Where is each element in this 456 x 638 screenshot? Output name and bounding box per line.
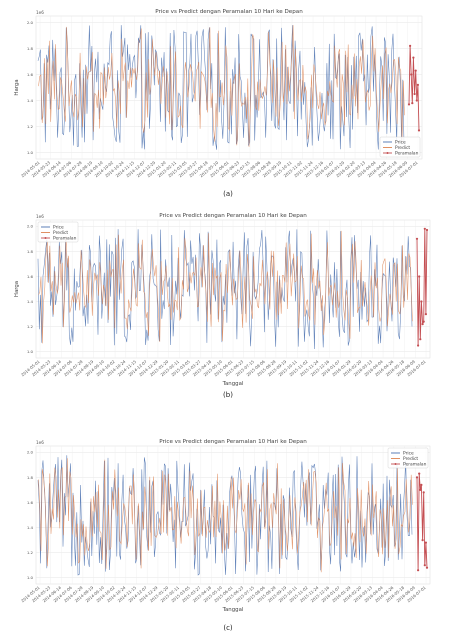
peramalan-point [411, 102, 414, 105]
peramalan-point [418, 472, 421, 475]
y-tick-label: 1.6 [27, 500, 34, 505]
legend-label: Price [395, 140, 406, 146]
peramalan-point [421, 539, 424, 542]
caption-c: (c) [223, 624, 233, 632]
y-tick-label: 1.0 [27, 150, 34, 155]
peramalan-point [424, 541, 427, 544]
legend-label: Predict [395, 145, 410, 151]
legend-label: Predict [403, 456, 418, 462]
chart-title: Price vs Predict dengan Peramalan 10 Har… [159, 213, 307, 219]
legend-marker [44, 237, 47, 239]
y-tick-label: 1.4 [27, 299, 34, 304]
peramalan-point [422, 320, 425, 323]
series-price-line [37, 229, 413, 350]
chart-title: Price vs Predict dengan Peramalan 10 Har… [159, 439, 307, 445]
peramalan-point [422, 491, 425, 494]
peramalan-point [423, 564, 426, 567]
y-tick-label: 1.6 [27, 274, 34, 279]
y-tick-label: 2.0 [27, 224, 34, 229]
y-tick-label: 2.0 [27, 450, 34, 455]
legend-label: Predict [53, 230, 68, 236]
series-peramalan-line [408, 45, 420, 131]
legend-marker [386, 152, 389, 154]
peramalan-point [414, 69, 417, 72]
y-axis-label: Harga [14, 281, 20, 297]
peramalan-point [417, 344, 420, 347]
caption-b: (b) [223, 391, 233, 399]
y-tick-label: 1.8 [27, 249, 34, 254]
y-tick-label: 1.0 [27, 349, 34, 354]
peramalan-point [420, 483, 423, 486]
peramalan-point [418, 275, 421, 278]
peramalan-point [419, 338, 422, 341]
y-tick-label: 1.2 [27, 550, 34, 555]
peramalan-point [425, 566, 429, 569]
peramalan-point [412, 56, 415, 59]
y-tick-label: 1.2 [27, 324, 34, 329]
chart-c: 1.01.21.41.61.82.02014-05-012014-05-2320… [20, 439, 431, 613]
chart-a: 1.01.21.41.61.82.02014-05-012014-05-2320… [14, 9, 423, 178]
peramalan-point [420, 300, 423, 303]
y-tick-label: 1.4 [27, 525, 34, 530]
peramalan-point [415, 99, 418, 102]
legend-label: Peramalan [395, 151, 419, 157]
series-predict-line [38, 25, 405, 147]
series-price-line [37, 455, 413, 576]
legend-marker [394, 463, 397, 465]
y-tick-label: 1.0 [27, 575, 34, 580]
series-predict-line [38, 458, 413, 573]
chart-panel-b: 1.0 1.2 1.4 1.6 1.8 2.0 2014-05-01 2014-05-23 20… [0, 208, 456, 390]
y-tick-label: 1.8 [27, 46, 34, 51]
y-tick-label: 1.2 [27, 124, 34, 129]
y-exponent-label: 1e6 [36, 440, 44, 445]
peramalan-point [409, 44, 412, 48]
y-tick-label: 2.0 [27, 20, 34, 25]
chart-title: Price vs Predict dengan Peramalan 10 Har… [155, 9, 303, 15]
y-tick-label: 1.4 [27, 98, 34, 103]
peramalan-point [417, 129, 421, 132]
peramalan-point [417, 569, 420, 572]
y-tick-label: 1.8 [27, 475, 34, 480]
x-axis-label: Tanggal [222, 607, 244, 613]
peramalan-point [415, 237, 419, 240]
y-tick-label: 1.6 [27, 72, 34, 77]
series-peramalan-line [416, 228, 428, 346]
peramalan-point [415, 476, 419, 479]
peramalan-point [413, 92, 416, 96]
series-predict-line [38, 230, 413, 344]
y-exponent-label: 1e6 [36, 214, 44, 219]
chart-panel-c: 1.0 1.2 1.4 1.6 1.8 2.0 2014-05-01 2014-05-23 20… [0, 436, 456, 616]
peramalan-point [423, 227, 426, 230]
peramalan-point [421, 323, 424, 326]
peramalan-point [425, 228, 429, 232]
chart-panel-a: 1.0 1.2 1.4 1.6 1.8 2.0 2014-05-01 2014-05-23 20… [0, 4, 456, 182]
peramalan-point [407, 103, 411, 106]
y-axis-label: Harga [14, 79, 20, 95]
y-exponent-label: 1e6 [36, 10, 44, 15]
caption-a: (a) [223, 190, 233, 198]
x-axis-label: Tanggal [222, 381, 244, 387]
peramalan-point [419, 488, 422, 491]
peramalan-point [416, 83, 419, 86]
legend-label: Peramalan [403, 462, 427, 468]
chart-b: 1.01.21.41.61.82.02014-05-012014-05-2320… [14, 213, 431, 387]
peramalan-point [410, 73, 413, 76]
peramalan-point [424, 313, 427, 316]
legend-label: Price [403, 451, 414, 457]
legend-label: Peramalan [53, 236, 77, 242]
legend-label: Price [53, 225, 64, 231]
series-peramalan-line [416, 473, 428, 571]
